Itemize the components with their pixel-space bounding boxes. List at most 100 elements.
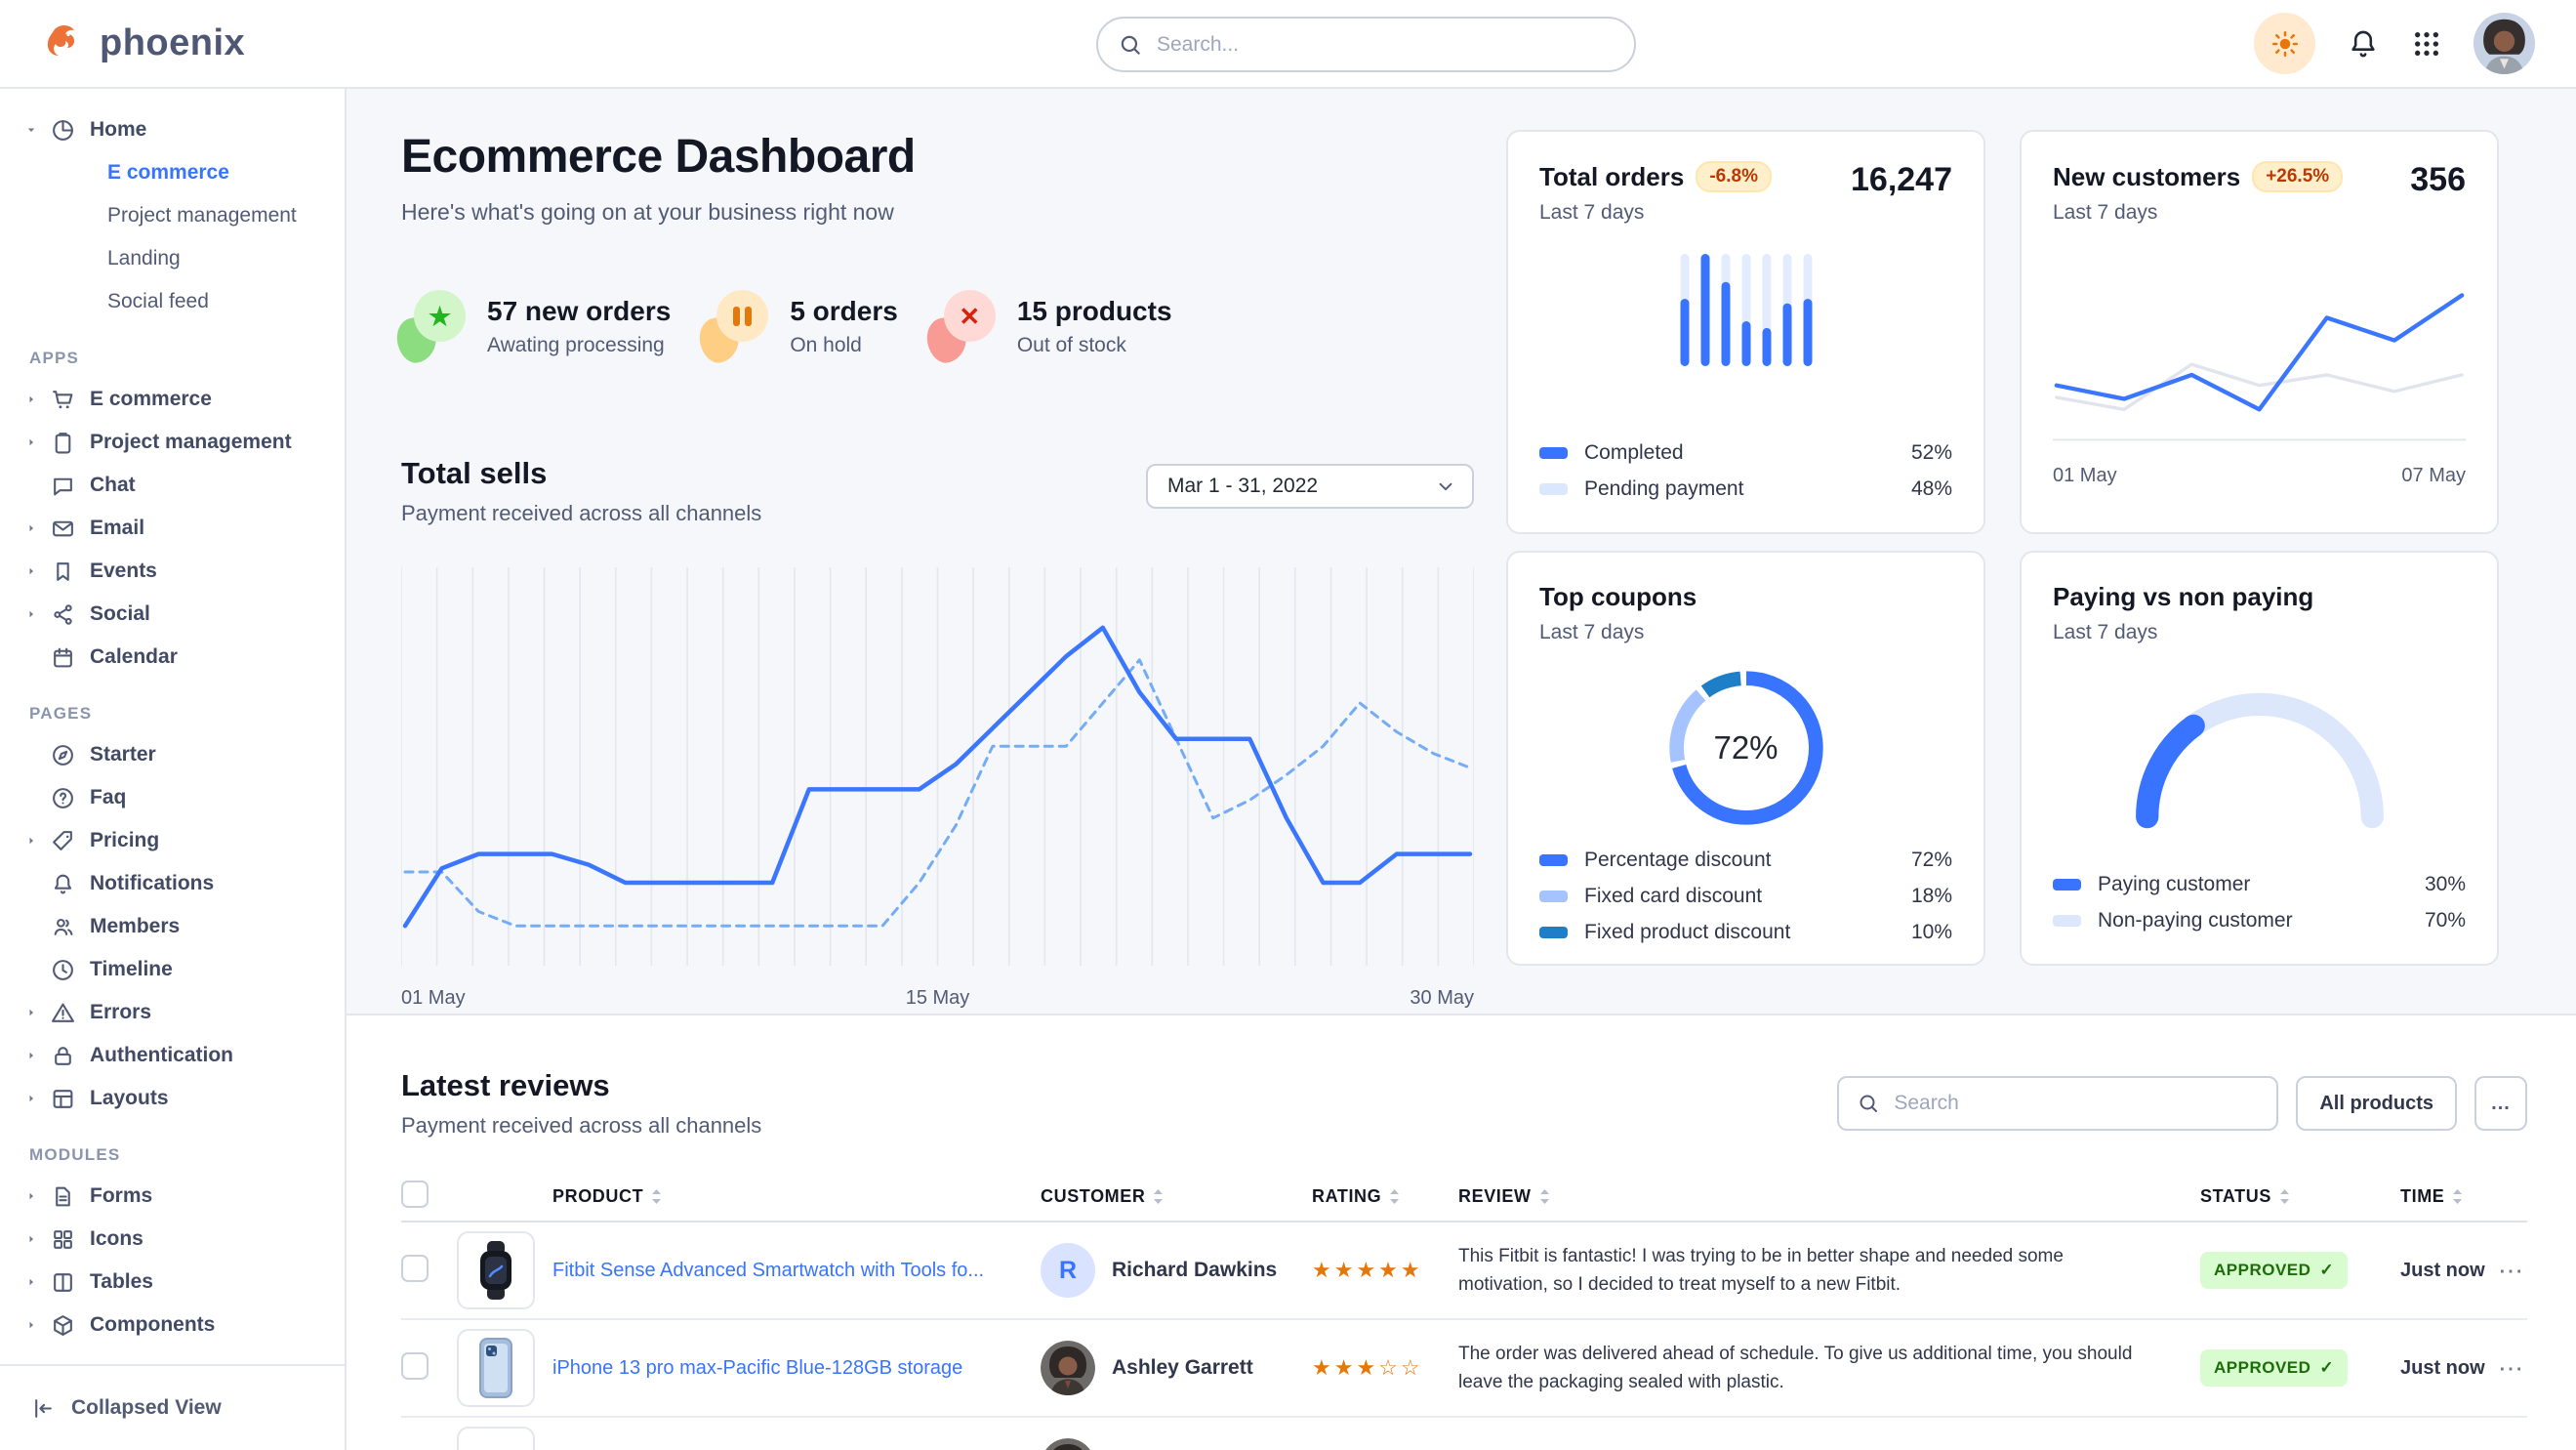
caret-right-icon [25, 477, 49, 493]
sidebar-item-label: Forms [90, 1184, 153, 1207]
product-link[interactable]: Fitbit Sense Advanced Smartwatch with To… [552, 1260, 985, 1281]
sort-icon [2453, 1188, 2463, 1204]
layout-icon [51, 1087, 75, 1111]
card-period: Last 7 days [1539, 201, 1645, 224]
sidebar-item-members[interactable]: Members [0, 905, 345, 948]
sun-icon [2270, 29, 2300, 59]
sidebar-item-label: Events [90, 559, 157, 582]
sidebar-item-errors[interactable]: Errors [0, 991, 345, 1034]
calendar-icon [51, 645, 75, 670]
review-text: This Fitbit is fantastic! I was trying t… [1458, 1246, 2064, 1295]
total-sells-chart [401, 567, 1474, 966]
date-range-select[interactable]: Mar 1 - 31, 2022 [1146, 464, 1474, 509]
legend-swatch [2053, 914, 2081, 927]
sidebar-item-layouts[interactable]: Layouts [0, 1077, 345, 1120]
sidebar: Home E commerce Project management Landing S… [0, 89, 347, 1450]
notifications-button[interactable] [2347, 27, 2380, 61]
apps-grid-button[interactable] [2411, 28, 2442, 60]
top-coupons-donut-chart: 72% [1662, 664, 1830, 832]
sidebar-item-label: Errors [90, 1001, 152, 1023]
all-products-button[interactable]: All products [2296, 1076, 2457, 1131]
select-all-checkbox[interactable] [401, 1180, 429, 1208]
column-header-status[interactable]: STATUS [2200, 1186, 2400, 1207]
stat-caption: Out of stock [1016, 333, 1126, 356]
reviews-more-button[interactable]: ... [2474, 1076, 2527, 1131]
sort-icon [1539, 1188, 1549, 1204]
sidebar-item-pricing[interactable]: Pricing [0, 819, 345, 862]
theme-toggle-button[interactable] [2254, 13, 2315, 74]
row-checkbox[interactable] [401, 1254, 429, 1282]
search-input[interactable] [1155, 31, 1624, 58]
bell-icon [51, 872, 75, 896]
sidebar-subitem-project-management[interactable]: Project management [107, 204, 297, 227]
global-search[interactable] [1096, 17, 1636, 72]
file-icon [51, 1184, 75, 1209]
row-menu-button[interactable]: ⋯ [2498, 1255, 2523, 1285]
latest-reviews-title: Latest reviews [401, 1068, 610, 1102]
leg-pending-payment: Pending payment 48% [1539, 471, 1952, 507]
chat-icon [51, 474, 75, 498]
warning-icon [51, 1001, 75, 1025]
column-header-customer[interactable]: CUSTOMER [1041, 1186, 1312, 1207]
sidebar-item-tables[interactable]: Tables [0, 1261, 345, 1304]
phoenix-logo-icon [41, 21, 86, 66]
caret-right-icon [25, 649, 49, 665]
sidebar-item-label: Calendar [90, 645, 178, 668]
users-icon [51, 915, 75, 939]
column-header-product[interactable]: PRODUCT [552, 1186, 1041, 1207]
check-icon: ✓ [2319, 1261, 2335, 1279]
sidebar-item-authentication[interactable]: Authentication [0, 1034, 345, 1077]
sidebar-item-social[interactable]: Social [0, 593, 345, 636]
sidebar-item-label: Faq [90, 786, 127, 808]
sidebar-item-label: Starter [90, 743, 156, 766]
sidebar-subitem-social-feed[interactable]: Social feed [107, 290, 209, 312]
sidebar-item-e-commerce[interactable]: E commerce [0, 378, 345, 421]
sidebar-subitem-landing[interactable]: Landing [107, 247, 181, 269]
sidebar-item-forms[interactable]: Forms [0, 1175, 345, 1218]
row-checkbox[interactable] [401, 1351, 429, 1380]
sidebar-item-label: Authentication [90, 1044, 233, 1066]
sidebar-item-icons[interactable]: Icons [0, 1218, 345, 1261]
leg-percentage-discount: Percentage discount 72% [1539, 842, 1952, 878]
sidebar-item-home[interactable]: Home [0, 108, 345, 151]
page-subtitle: Here's what's going on at your business … [401, 199, 894, 225]
rating-stars: ★★★★★ [1312, 1258, 1423, 1282]
sidebar-item-project-management[interactable]: Project management [0, 421, 345, 464]
reviews-search-input[interactable] [1892, 1091, 2260, 1116]
product-link[interactable]: iPhone 13 pro max-Pacific Blue-128GB sto… [552, 1357, 963, 1379]
card-title: Top coupons [1539, 582, 1697, 611]
user-avatar[interactable] [2474, 13, 2535, 74]
sidebar-item-timeline[interactable]: Timeline [0, 948, 345, 991]
paying-gauge-chart [2135, 692, 2384, 829]
column-header-review[interactable]: REVIEW [1458, 1186, 2200, 1207]
card-period: Last 7 days [2053, 201, 2158, 224]
date-range-value: Mar 1 - 31, 2022 [1167, 475, 1319, 497]
sidebar-item-calendar[interactable]: Calendar [0, 636, 345, 679]
sidebar-item-label: Notifications [90, 872, 215, 894]
review-time: Just now [2400, 1259, 2485, 1281]
leg-completed: Completed 52% [1539, 435, 1952, 471]
brand-link[interactable]: phoenix [41, 21, 245, 66]
total-sells-title: Total sells [401, 456, 548, 490]
bookmark-icon [51, 559, 75, 584]
caret-right-icon [25, 1274, 49, 1290]
sidebar-item-notifications[interactable]: Notifications [0, 862, 345, 905]
compass-icon [51, 743, 75, 767]
sidebar-item-email[interactable]: Email [0, 507, 345, 550]
sidebar-item-label: Components [90, 1313, 216, 1336]
sidebar-item-components[interactable]: Components [0, 1304, 345, 1346]
sidebar-item-events[interactable]: Events [0, 550, 345, 593]
sidebar-item-faq[interactable]: Faq [0, 776, 345, 819]
column-header-rating[interactable]: RATING [1312, 1186, 1458, 1207]
sidebar-item-starter[interactable]: Starter [0, 733, 345, 776]
page-title: Ecommerce Dashboard [401, 131, 916, 183]
reviews-search[interactable] [1837, 1076, 2279, 1131]
row-menu-button[interactable]: ⋯ [2498, 1352, 2523, 1383]
column-header-time[interactable]: TIME [2400, 1186, 2498, 1207]
sidebar-subitem-e-commerce[interactable]: E commerce [107, 161, 229, 184]
sidebar-item-chat[interactable]: Chat [0, 464, 345, 507]
check-icon: ✓ [2319, 1358, 2335, 1377]
sidebar-section-label-apps: APPS [29, 349, 80, 367]
legend-label: Non-paying customer [2098, 908, 2293, 932]
collapsed-view-button[interactable]: Collapsed View [0, 1364, 345, 1450]
